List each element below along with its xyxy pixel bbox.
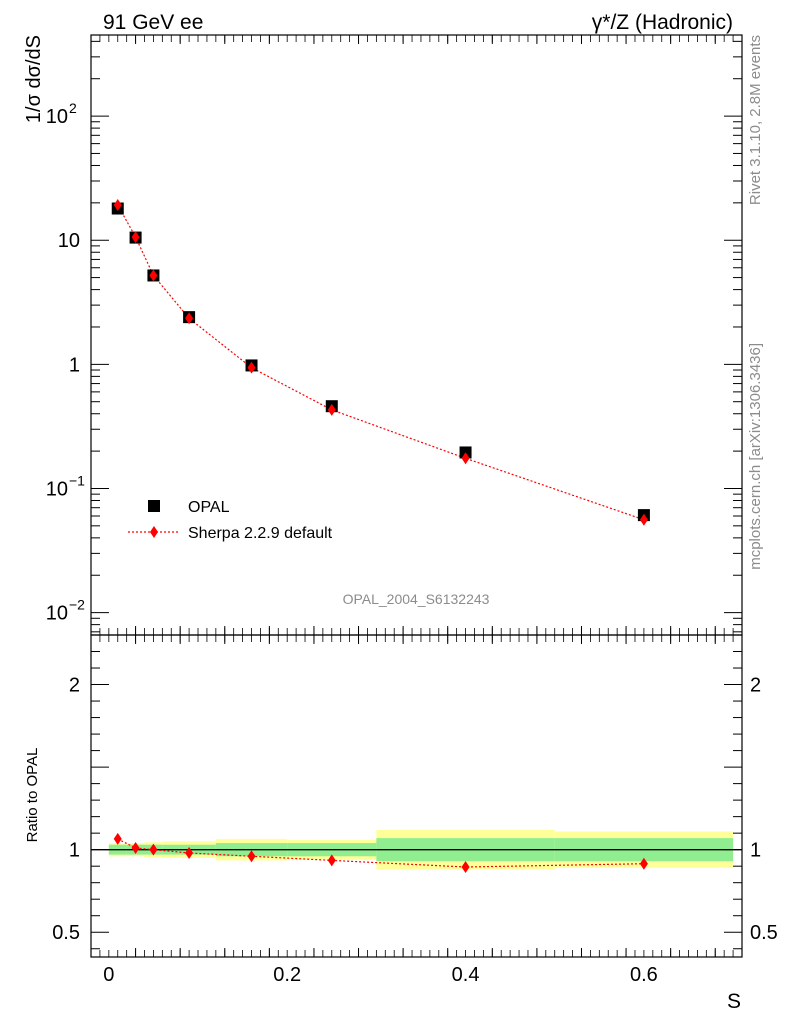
xtick-label-2: 0.4	[452, 964, 480, 986]
sherpa-point	[131, 231, 140, 244]
ratio-ytick-label-left-1: 1	[69, 840, 80, 862]
main-ytick-exp-0: −2	[69, 597, 85, 613]
legend-sherpa-label: Sherpa 2.2.9 default	[188, 525, 333, 542]
analysis-label: OPAL_2004_S6132243	[343, 591, 490, 607]
xlabel: S	[727, 990, 741, 1013]
ratio-frame	[90, 634, 743, 958]
process-label: γ*/Z (Hadronic)	[592, 11, 733, 34]
xtick-label-1: 0.2	[273, 964, 301, 986]
energy-label: 91 GeV ee	[103, 11, 203, 34]
ratio-ytick-label-right-0: 0.5	[750, 922, 778, 944]
sherpa-point	[113, 199, 122, 212]
main-ytick-label-1: 10	[46, 478, 68, 500]
main-ylabel: 1/σ dσ/dS	[23, 35, 45, 123]
ratio-point	[185, 846, 194, 859]
ratio-point	[131, 842, 140, 855]
main-ytick-label-3: 10	[58, 230, 80, 252]
xtick-label-3: 0.6	[630, 964, 658, 986]
ratio-line	[117, 838, 644, 868]
ratio-ylabel: Ratio to OPAL	[24, 748, 41, 843]
main-series	[111, 199, 650, 526]
main-ytick-label-0: 10	[46, 603, 68, 625]
main-frame	[90, 34, 743, 636]
sherpa-line	[117, 204, 645, 521]
ratio-series	[113, 832, 648, 874]
main-ytick-label-2: 1	[69, 354, 80, 376]
ratio-ytick-label-right-1: 1	[750, 840, 761, 862]
main-ytick-exp-1: −1	[69, 472, 85, 488]
sherpa-point	[639, 513, 648, 526]
ratio-point	[247, 850, 256, 863]
legend-opal-marker	[148, 500, 160, 512]
main-ytick-exp-4: 2	[69, 100, 77, 116]
xtick-label-0: 0	[103, 964, 114, 986]
ratio-ytick-label-right-2: 2	[750, 675, 761, 697]
rivet-version-label: Rivet 3.1.10, 2.8M events	[747, 35, 764, 205]
ratio-axes: 0 0.2 0.4 0.6 0.5 0.5 1 1 2 2	[52, 634, 778, 986]
ratio-point	[639, 857, 648, 870]
ratio-point	[113, 832, 122, 845]
sherpa-point	[461, 452, 470, 465]
mcplots-label: mcplots.cern.ch [arXiv:1306.3436]	[747, 343, 764, 570]
ratio-point	[327, 854, 336, 867]
legend-opal-label: OPAL	[188, 499, 230, 516]
ratio-point	[149, 843, 158, 856]
legend: OPAL Sherpa 2.2.9 default	[128, 499, 333, 542]
legend-sherpa-marker	[150, 526, 158, 538]
sherpa-point	[247, 361, 256, 374]
ratio-ytick-label-left-0: 0.5	[52, 922, 80, 944]
sherpa-point	[327, 403, 336, 416]
ratio-ytick-label-left-2: 2	[69, 675, 80, 697]
main-ytick-label-4: 10	[46, 106, 68, 128]
ratio-point	[461, 861, 470, 874]
sherpa-point	[149, 269, 158, 282]
sherpa-point	[185, 312, 194, 325]
